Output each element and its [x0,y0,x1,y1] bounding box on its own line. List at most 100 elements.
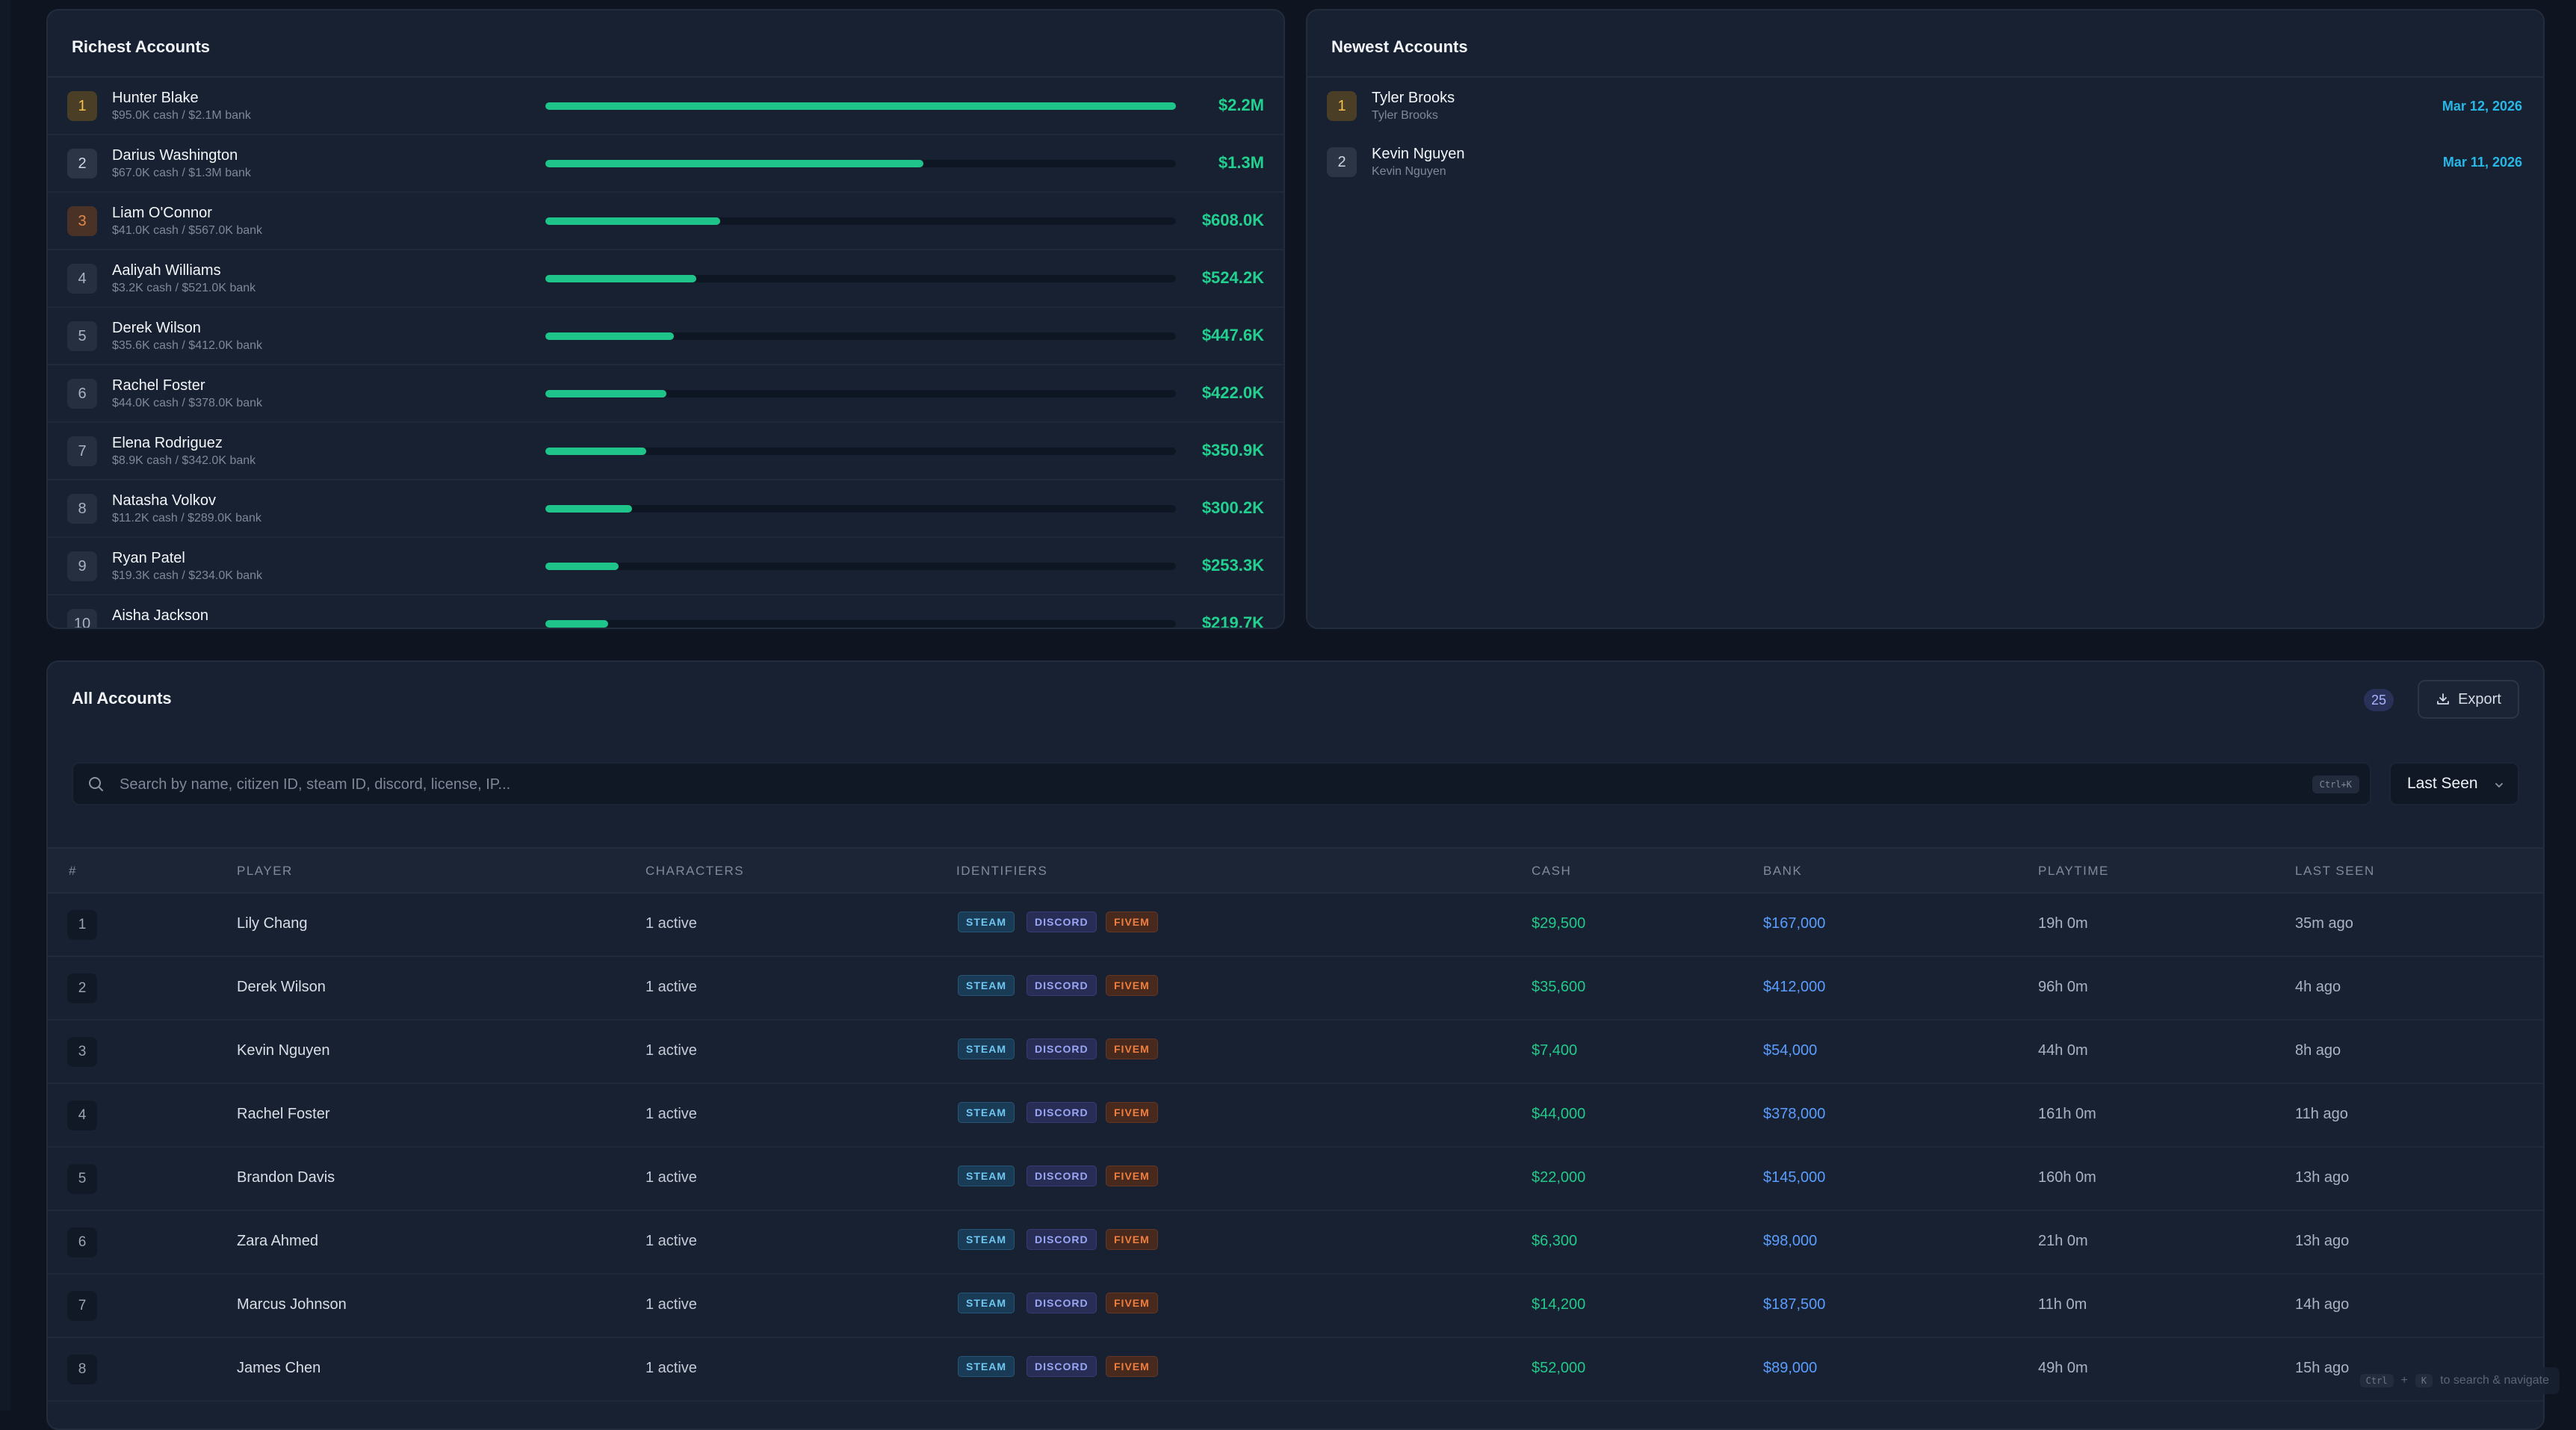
account-count-badge: 25 [2364,689,2394,711]
player-name: Hunter Blake [112,90,199,107]
column-header-player[interactable]: PLAYER [237,864,293,879]
rank-badge: 10 [67,609,97,629]
balance-breakdown: $8.9K cash / $342.0K bank [112,454,256,468]
player-name[interactable]: Lily Chang [237,915,308,932]
player-name[interactable]: Brandon Davis [237,1169,335,1186]
characters-count: 1 active [645,1042,697,1059]
chevron-down-icon [2494,780,2504,790]
characters-count: 1 active [645,915,697,932]
player-name[interactable]: James Chen [237,1360,321,1377]
playtime-value: 19h 0m [2038,915,2088,932]
column-header-bank[interactable]: BANK [1763,864,1802,879]
discord-tag: DISCORD [1027,1166,1097,1186]
wealth-bar-track [545,390,1176,397]
column-header-last-seen[interactable]: LAST SEEN [2295,864,2375,879]
search-shortcut: Ctrl+K [2312,776,2359,793]
total-amount: $524.2K [1202,268,1264,288]
player-name: Tyler Brooks [1372,90,1455,107]
row-index: 7 [67,1291,97,1321]
column-header-playtime[interactable]: PLAYTIME [2038,864,2109,879]
balance-breakdown: $16.7K cash / $203.0K bank [112,627,262,629]
player-name: Aaliyah Williams [112,262,221,279]
steam-tag: STEAM [958,911,1015,932]
player-name: Rachel Foster [112,377,205,394]
total-amount: $608.0K [1202,211,1264,230]
search-box[interactable]: Ctrl+K [72,762,2371,805]
player-name: Ryan Patel [112,550,185,567]
wealth-bar-track [545,160,1176,167]
steam-tag: STEAM [958,1229,1015,1250]
discord-tag: DISCORD [1027,1293,1097,1313]
rank-badge: 2 [1327,147,1357,177]
created-date: Mar 12, 2026 [2442,99,2522,114]
balance-breakdown: $35.6K cash / $412.0K bank [112,339,262,353]
player-name[interactable]: Marcus Johnson [237,1296,347,1313]
hint-text: to search & navigate [2440,1374,2549,1387]
search-input[interactable] [118,764,2288,805]
richest-row[interactable]: 10 Aisha Jackson $16.7K cash / $203.0K ban… [48,595,1284,629]
column-header-characters[interactable]: CHARACTERS [645,864,744,879]
rank-badge: 4 [67,264,97,294]
balance-breakdown: $67.0K cash / $1.3M bank [112,167,251,180]
fivem-tag: FIVEM [1106,1166,1158,1186]
rank-badge: 9 [67,551,97,581]
total-amount: $422.0K [1202,383,1264,403]
wealth-bar-track [545,102,1176,110]
steam-tag: STEAM [958,1293,1015,1313]
column-header-index: # [69,864,77,879]
export-button[interactable]: Export [2418,680,2519,719]
wealth-bar-track [545,620,1176,628]
player-name[interactable]: Zara Ahmed [237,1233,318,1250]
player-name[interactable]: Derek Wilson [237,979,326,996]
export-label: Export [2458,691,2501,708]
row-index: 6 [67,1228,97,1257]
column-header-identifiers: IDENTIFIERS [956,864,1047,879]
bank-value: $412,000 [1763,979,1825,996]
playtime-value: 161h 0m [2038,1106,2096,1123]
fivem-tag: FIVEM [1106,911,1158,932]
character-name: Kevin Nguyen [1372,165,1446,179]
discord-tag: DISCORD [1027,911,1097,932]
last-seen-value: 13h ago [2295,1233,2349,1250]
player-name[interactable]: Rachel Foster [237,1106,330,1123]
balance-breakdown: $19.3K cash / $234.0K bank [112,569,262,583]
wealth-bar-fill [545,332,674,340]
column-header-cash[interactable]: CASH [1532,864,1571,879]
player-name: Aisha Jackson [112,607,208,625]
rank-badge: 3 [67,206,97,236]
total-amount: $2.2M [1219,96,1264,115]
playtime-value: 44h 0m [2038,1042,2088,1059]
cash-value: $7,400 [1532,1042,1577,1059]
last-seen-value: 13h ago [2295,1169,2349,1186]
sort-select[interactable]: Last Seen [2389,762,2519,805]
balance-breakdown: $11.2K cash / $289.0K bank [112,512,261,525]
player-name[interactable]: Kevin Nguyen [237,1042,330,1059]
wealth-bar-fill [545,563,619,570]
fivem-tag: FIVEM [1106,1229,1158,1250]
hint-key: Ctrl [2360,1374,2394,1387]
wealth-bar-fill [545,620,608,628]
discord-tag: DISCORD [1027,1039,1097,1059]
character-name: Tyler Brooks [1372,109,1438,123]
